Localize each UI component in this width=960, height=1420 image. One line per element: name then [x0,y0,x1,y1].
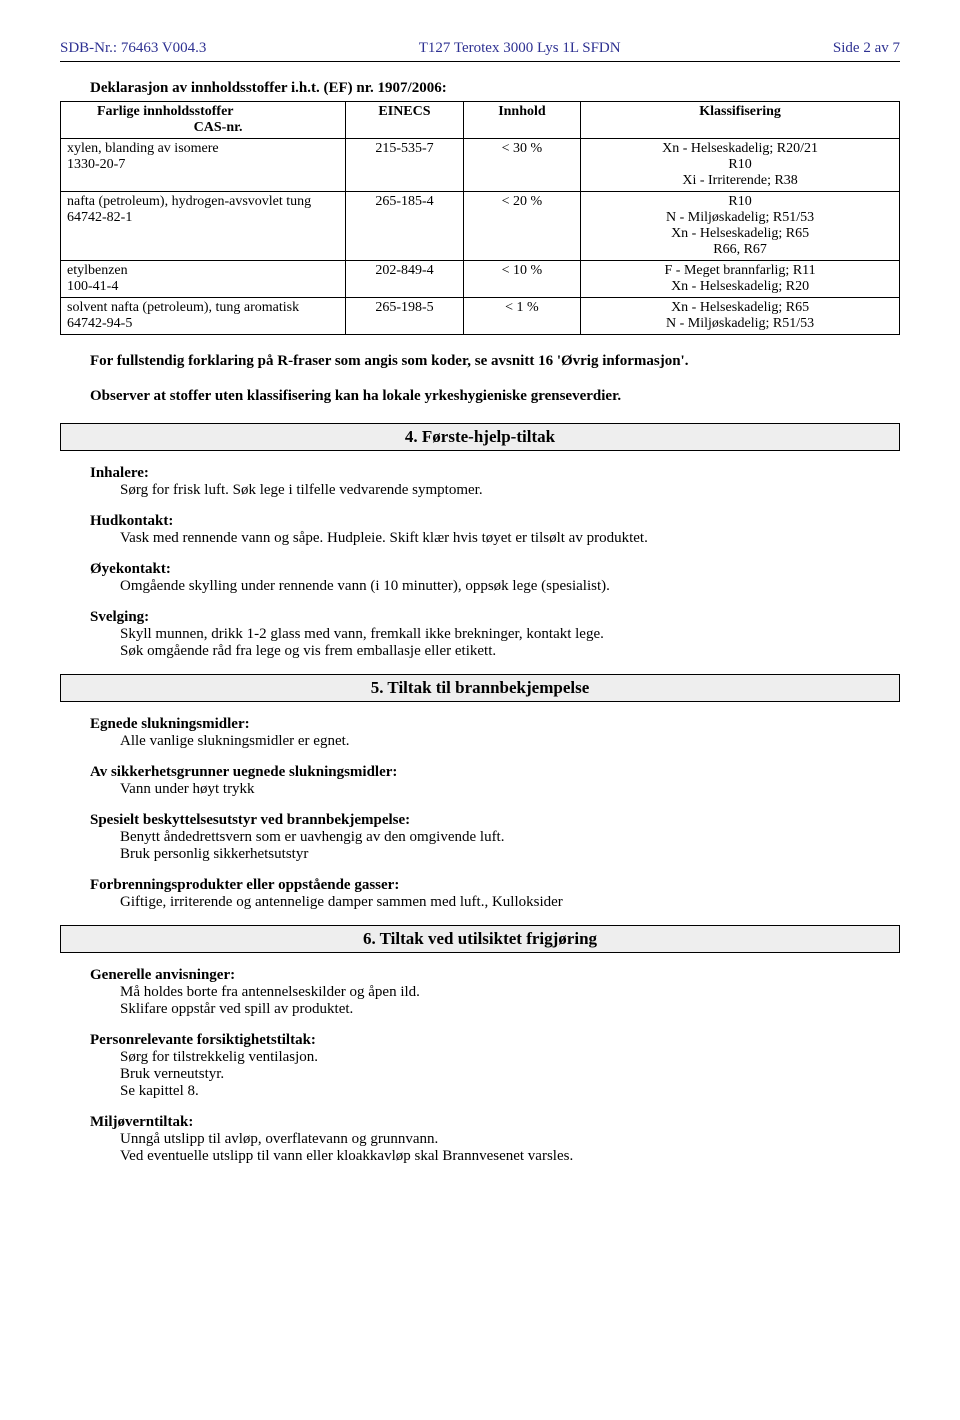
header-divider [60,61,900,62]
label: Spesielt beskyttelsesutstyr ved brannbek… [90,812,900,829]
cell-content: < 20 % [463,192,580,261]
page: SDB-Nr.: 76463 V004.3 T127 Terotex 3000 … [0,0,960,1219]
cell-content: < 1 % [463,298,580,335]
text-line: Benytt åndedrettsvern som er uavhengig a… [90,829,900,846]
text-line: Skyll munnen, drikk 1-2 glass med vann, … [90,626,900,643]
text-line: Bruk personlig sikkerhetsutstyr [90,846,900,863]
text-line: Vann under høyt trykk [90,781,900,798]
s5-beskyttelse: Spesielt beskyttelsesutstyr ved brannbek… [60,812,900,863]
text-line: Se kapittel 8. [90,1083,900,1100]
label: Miljøverntiltak: [90,1114,900,1131]
text-line: Omgående skylling under rennende vann (i… [90,578,900,595]
cell-substance: xylen, blanding av isomere 1330-20-7 [61,139,346,192]
text-line: Må holdes borte fra antennelseskilder og… [90,984,900,1001]
s4-inhalere: Inhalere: Sørg for frisk luft. Søk lege … [60,465,900,499]
text-line: Vask med rennende vann og såpe. Hudpleie… [90,530,900,547]
header-center: T127 Terotex 3000 Lys 1L SFDN [419,40,621,57]
text-line: Sørg for frisk luft. Søk lege i tilfelle… [90,482,900,499]
section-6-title: 6. Tiltak ved utilsiktet frigjøring [60,925,900,953]
cell-substance: solvent nafta (petroleum), tung aromatis… [61,298,346,335]
s5-egnede: Egnede slukningsmidler: Alle vanlige slu… [60,716,900,750]
table-row: solvent nafta (petroleum), tung aromatis… [61,298,900,335]
s5-uegnede: Av sikkerhetsgrunner uegnede slukningsmi… [60,764,900,798]
cell-classification: F - Meget brannfarlig; R11 Xn - Helseska… [581,261,900,298]
r-phrase-note: For fullstendig forklaring på R-fraser s… [60,353,900,370]
cell-classification: Xn - Helseskadelig; R65 N - Miljøskadeli… [581,298,900,335]
label: Inhalere: [90,465,900,482]
section-4-title: 4. Første-hjelp-tiltak [60,423,900,451]
label: Av sikkerhetsgrunner uegnede slukningsmi… [90,764,900,781]
label: Øyekontakt: [90,561,900,578]
label: Svelging: [90,609,900,626]
cell-classification: Xn - Helseskadelig; R20/21 R10 Xi - Irri… [581,139,900,192]
hdr-substance: Farlige innholdsstoffer CAS-nr. [61,102,346,139]
table-row: etylbenzen 100-41-4 202-849-4 < 10 % F -… [61,261,900,298]
s5-forbrenning: Forbrenningsprodukter eller oppstående g… [60,877,900,911]
cell-substance: nafta (petroleum), hydrogen-avsvovlet tu… [61,192,346,261]
s6-miljo: Miljøverntiltak: Unngå utslipp til avløp… [60,1114,900,1165]
label: Personrelevante forsiktighetstiltak: [90,1032,900,1049]
s6-generelle: Generelle anvisninger: Må holdes borte f… [60,967,900,1018]
cell-einecs: 202-849-4 [346,261,463,298]
text-line: Giftige, irriterende og antennelige damp… [90,894,900,911]
label: Egnede slukningsmidler: [90,716,900,733]
cell-einecs: 265-198-5 [346,298,463,335]
s6-person: Personrelevante forsiktighetstiltak: Sør… [60,1032,900,1100]
declaration-title: Deklarasjon av innholdsstoffer i.h.t. (E… [60,80,900,97]
cell-substance: etylbenzen 100-41-4 [61,261,346,298]
hdr-einecs: EINECS [346,102,463,139]
text-line: Alle vanlige slukningsmidler er egnet. [90,733,900,750]
table-header-row: Farlige innholdsstoffer CAS-nr. EINECS I… [61,102,900,139]
section-5-title: 5. Tiltak til brannbekjempelse [60,674,900,702]
hdr-content: Innhold [463,102,580,139]
table-row: nafta (petroleum), hydrogen-avsvovlet tu… [61,192,900,261]
cell-classification: R10 N - Miljøskadelig; R51/53 Xn - Helse… [581,192,900,261]
cell-einecs: 215-535-7 [346,139,463,192]
text-line: Sørg for tilstrekkelig ventilasjon. [90,1049,900,1066]
text-line: Unngå utslipp til avløp, overflatevann o… [90,1131,900,1148]
cell-content: < 10 % [463,261,580,298]
page-header: SDB-Nr.: 76463 V004.3 T127 Terotex 3000 … [60,40,900,57]
header-right: Side 2 av 7 [833,40,900,57]
cell-content: < 30 % [463,139,580,192]
header-left: SDB-Nr.: 76463 V004.3 [60,40,206,57]
classification-note: Observer at stoffer uten klassifisering … [60,388,900,405]
text-line: Sklifare oppstår ved spill av produktet. [90,1001,900,1018]
substances-table: Farlige innholdsstoffer CAS-nr. EINECS I… [60,101,900,335]
text-line: Søk omgående råd fra lege og vis frem em… [90,643,900,660]
label: Hudkontakt: [90,513,900,530]
hdr-classification: Klassifisering [581,102,900,139]
s4-hudkontakt: Hudkontakt: Vask med rennende vann og så… [60,513,900,547]
table-row: xylen, blanding av isomere 1330-20-7 215… [61,139,900,192]
text-line: Bruk verneutstyr. [90,1066,900,1083]
label: Forbrenningsprodukter eller oppstående g… [90,877,900,894]
s4-svelging: Svelging: Skyll munnen, drikk 1-2 glass … [60,609,900,660]
cell-einecs: 265-185-4 [346,192,463,261]
s4-oyekontakt: Øyekontakt: Omgående skylling under renn… [60,561,900,595]
text-line: Ved eventuelle utslipp til vann eller kl… [90,1148,900,1165]
label: Generelle anvisninger: [90,967,900,984]
